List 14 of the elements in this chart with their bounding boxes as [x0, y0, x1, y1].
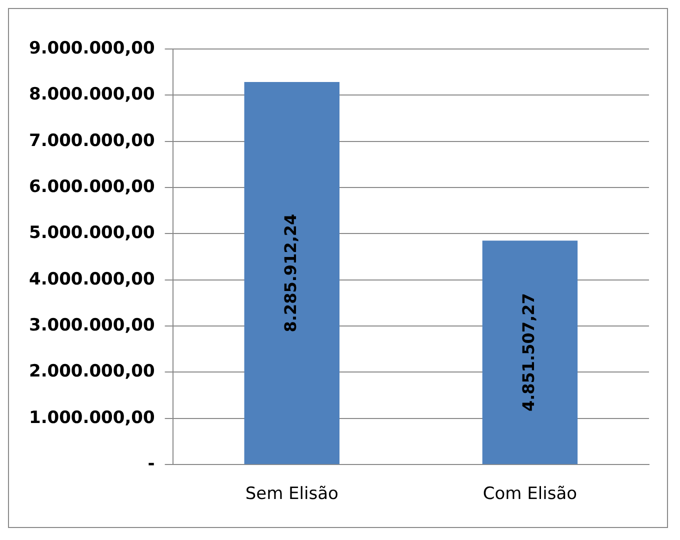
data-label: 4.851.507,27: [519, 293, 538, 412]
y-tick-label: 8.000.000,00: [28, 84, 155, 105]
x-tick-label: Sem Elisão: [245, 484, 338, 504]
y-tick-label: 5.000.000,00: [28, 223, 155, 244]
y-tick-label: 6.000.000,00: [28, 176, 155, 197]
y-tick-label: -: [148, 454, 155, 474]
y-tick-label: 4.000.000,00: [28, 269, 155, 290]
y-tick-label: 3.000.000,00: [28, 315, 155, 336]
y-tick-label: 1.000.000,00: [28, 408, 155, 428]
data-label: 8.285.912,24: [281, 214, 300, 332]
x-tick-label: Com Elisão: [482, 484, 578, 504]
y-tick-label: 2.000.000,00: [28, 362, 155, 382]
y-tick-label: 9.000.000,00: [28, 38, 155, 58]
y-tick-label: 7.000.000,00: [28, 130, 155, 151]
